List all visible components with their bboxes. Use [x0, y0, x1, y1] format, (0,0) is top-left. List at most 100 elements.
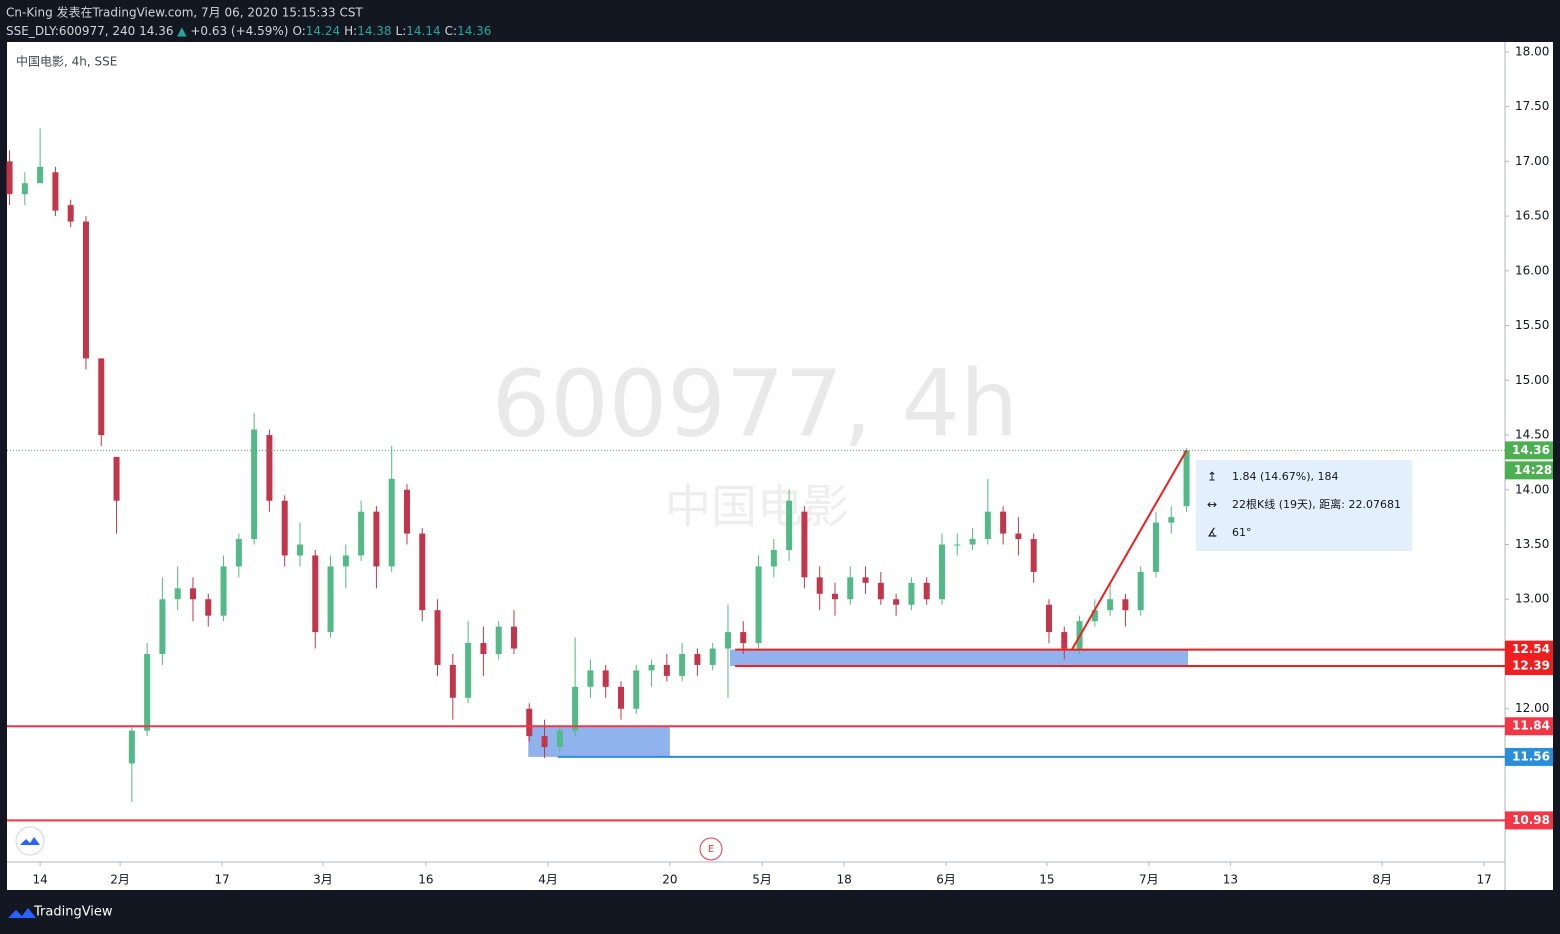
candle-body [1091, 610, 1098, 622]
level-badge [1505, 747, 1553, 766]
measure-icon: ↥ [1207, 470, 1217, 484]
x-tick-label: 17 [1476, 873, 1491, 887]
ohlc-value: 14.14 [406, 24, 440, 38]
up-arrow: ▲ [173, 24, 190, 38]
candle-body [251, 429, 258, 540]
candle-body [938, 544, 945, 600]
candle-body [923, 582, 930, 600]
candle-body [434, 610, 441, 665]
y-tick-label: 16.00 [1515, 263, 1549, 277]
candle-body [465, 643, 472, 698]
candle-body [1168, 517, 1175, 523]
x-tick-label: 18 [837, 873, 852, 887]
candle-body [312, 555, 319, 633]
candle-body [526, 708, 533, 737]
x-tick-label: 17 [214, 873, 229, 887]
candle-body [617, 686, 624, 709]
candle-body [847, 577, 854, 600]
candle-body [893, 599, 900, 605]
countdown: 14:28 [1514, 463, 1552, 477]
candle-body [572, 686, 579, 731]
candle-body [984, 511, 991, 540]
candle-body [358, 511, 365, 556]
y-tick-label: 14.00 [1515, 482, 1549, 496]
level-label: 14.36 [1512, 443, 1550, 457]
candle-body [128, 730, 135, 764]
candle-body [52, 172, 59, 211]
legend: 中国电影, 4h, SSE [16, 54, 117, 69]
watermark: 600977, 4h [492, 350, 1019, 457]
candle-body [495, 626, 502, 654]
candle-body [1030, 539, 1037, 572]
ohlc-value: 14.38 [357, 24, 391, 38]
y-tick-label: 18.00 [1515, 44, 1549, 58]
y-tick-label: 17.50 [1515, 99, 1549, 113]
symbol: SSE_DLY:600977, 240 [6, 24, 135, 38]
x-tick-label: 15 [1039, 873, 1054, 887]
x-tick-label: 16 [418, 873, 433, 887]
event-marker[interactable] [699, 837, 723, 861]
ohlc-label: C: [445, 24, 457, 38]
level-badge [1505, 717, 1553, 736]
y-tick-label: 13.50 [1515, 537, 1549, 551]
y-tick-label: 16.50 [1515, 209, 1549, 223]
candle-body [220, 566, 227, 616]
candle-body [969, 539, 976, 545]
logo-button[interactable] [15, 826, 45, 856]
candle-body [877, 582, 884, 600]
candle-body [6, 161, 13, 195]
candle-body [556, 730, 563, 748]
measure-text: 61° [1232, 526, 1252, 539]
y-tick-label: 14.50 [1515, 428, 1549, 442]
candle-body [648, 664, 655, 671]
level-label: 11.84 [1512, 719, 1550, 733]
level-label: 12.39 [1512, 659, 1550, 673]
candle-body [709, 648, 716, 665]
candle-body [954, 544, 961, 546]
author-line: Cn-King 发表在TradingView.com, 7月 06, 2020 … [6, 5, 363, 20]
x-tick-label: 14 [32, 873, 47, 887]
candle-body [816, 577, 823, 594]
candle-body [1107, 599, 1114, 611]
zone [528, 726, 670, 757]
y-tick-label: 15.00 [1515, 373, 1549, 387]
candle-body [37, 166, 44, 184]
measure-text: 22根K线 (19天), 距离: 22.07681 [1232, 497, 1401, 511]
candle-body [1061, 632, 1068, 649]
y-tick-label: 12.00 [1515, 701, 1549, 715]
x-tick-label: 5月 [752, 873, 772, 887]
last: 14.36 [139, 24, 173, 38]
x-tick-label: 4月 [538, 873, 558, 887]
x-tick-label: 2月 [110, 873, 130, 887]
candle-body [587, 670, 594, 687]
candle-body [327, 566, 334, 633]
x-tick-label: 8月 [1372, 873, 1392, 887]
candle-body [1183, 450, 1190, 507]
level-badge [1505, 811, 1553, 830]
candle-body [755, 566, 762, 644]
x-tick-label: 6月 [936, 873, 956, 887]
level-label: 11.56 [1512, 749, 1550, 763]
candle-body [786, 500, 793, 550]
candle-body [602, 670, 609, 687]
candle-body [159, 599, 166, 654]
trend-line [1071, 449, 1188, 651]
logo-icon [20, 837, 40, 845]
zone [730, 649, 1189, 667]
candle-body [21, 183, 28, 195]
ohlc-label: H: [344, 24, 357, 38]
candle-body [113, 456, 120, 501]
candle-body [403, 489, 410, 534]
candle-body [1122, 599, 1129, 611]
countdown-badge [1505, 461, 1553, 480]
candle-body [67, 205, 74, 222]
change: +0.63 (+4.59%) [190, 24, 288, 38]
candle-body [1152, 522, 1159, 572]
candle-body [724, 632, 731, 649]
candle-body [694, 653, 701, 665]
candle-body [266, 435, 273, 501]
candle-body [633, 670, 640, 709]
candle-body [174, 588, 181, 600]
candle-body [679, 653, 686, 676]
